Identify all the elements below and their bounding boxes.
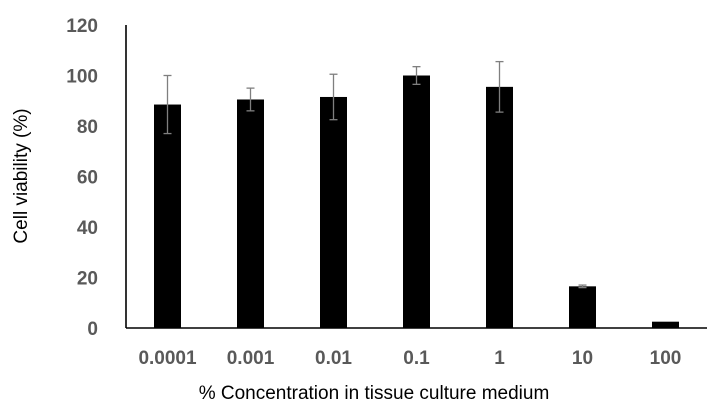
x-tick-label: 100 [650, 348, 682, 369]
bar [403, 75, 430, 328]
x-tick-label: 0.001 [227, 348, 275, 369]
x-tick-label: 1 [494, 348, 505, 369]
bar [569, 286, 596, 328]
y-tick-label: 0 [87, 319, 98, 340]
bar [486, 86, 513, 328]
bars [154, 75, 679, 329]
y-tick-label: 60 [77, 168, 98, 189]
error-bars [163, 60, 587, 289]
y-tick-labels: 0 20 40 60 80 100 120 [66, 16, 98, 340]
bar [320, 96, 347, 329]
y-tick-label: 100 [66, 67, 98, 88]
y-axis-title: Cell viability (%) [11, 108, 32, 243]
x-axis-title: % Concentration in tissue culture medium [199, 383, 550, 404]
error-bar [246, 87, 255, 112]
error-bar [329, 73, 338, 121]
x-tick-label: 0.01 [315, 348, 352, 369]
error-bar [578, 284, 587, 289]
error-bar [163, 74, 172, 135]
y-tick-label: 20 [77, 269, 98, 290]
x-tick-labels: 0.0001 0.001 0.01 0.1 1 10 100 [138, 348, 681, 369]
bar [652, 321, 679, 328]
bar [237, 99, 264, 328]
x-tick-label: 0.1 [403, 348, 430, 369]
error-bar [495, 60, 504, 113]
y-tick-label: 120 [66, 16, 98, 37]
x-tick-label: 10 [572, 348, 593, 369]
error-bar [412, 66, 421, 85]
axes [125, 25, 707, 329]
y-tick-label: 40 [77, 218, 98, 239]
x-tick-label: 0.0001 [138, 348, 197, 369]
y-tick-label: 80 [77, 117, 98, 138]
bar [154, 104, 181, 328]
